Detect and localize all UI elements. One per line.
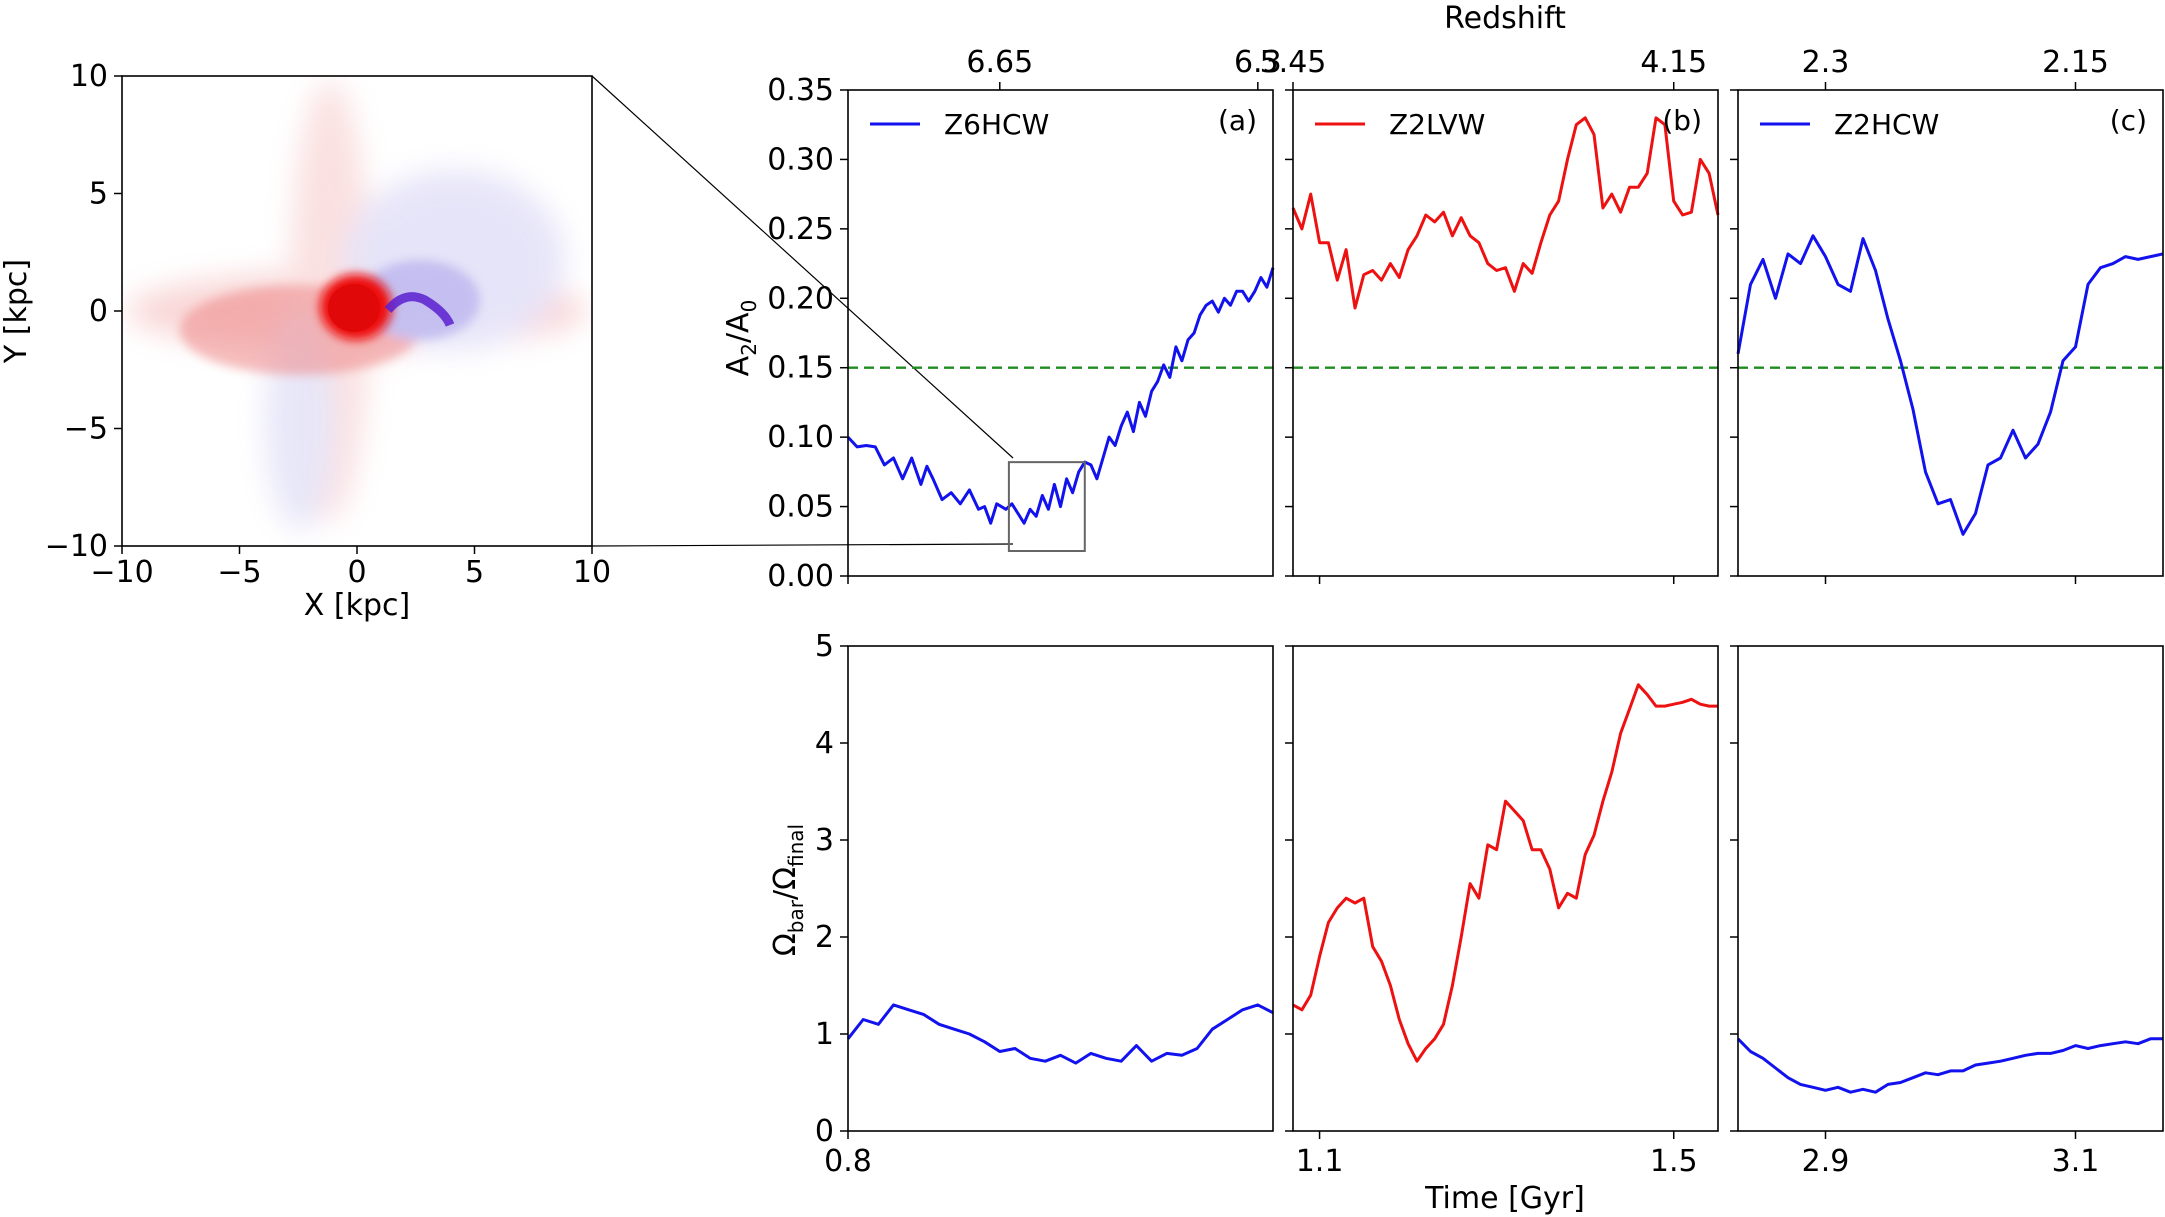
xtick-time-label: 1.1 — [1296, 1144, 1344, 1179]
map-xtick-label: 0 — [347, 555, 366, 590]
ytick-bottom-label: 2 — [815, 920, 834, 955]
zoom-box — [1007, 461, 1086, 553]
series-a2a0-Z2LVW — [1291, 116, 1720, 310]
redshift-tick-label: 6.65 — [966, 45, 1033, 80]
axes-frame-bottom-c — [1737, 645, 2164, 1132]
map-ytick-label: 5 — [89, 177, 108, 212]
ytick-top-label: 0.05 — [767, 490, 834, 525]
zoom-connector-upper — [591, 75, 1014, 459]
axes-frame-bottom-b — [1292, 645, 1719, 1132]
zoom-connector-lower — [591, 543, 1014, 547]
series-omega-Z6HCW — [846, 1003, 1274, 1065]
map-ytick-label: −10 — [45, 529, 108, 564]
series-a2a0-Z6HCW — [846, 267, 1275, 525]
map-xtick-label: −5 — [217, 555, 261, 590]
axes-frame-top-b — [1292, 89, 1719, 577]
ytick-bottom-label: 4 — [815, 726, 834, 761]
bottom-ylabel-sub-bar: bar — [784, 899, 808, 933]
redshift-axis-label: Redshift — [1444, 1, 1566, 36]
map-xtick-label: −10 — [90, 555, 153, 590]
axes-frame-bottom-a — [847, 645, 1274, 1132]
legend-label-Z2LVW: Z2LVW — [1389, 108, 1485, 141]
line-panels: 0.00 0.05 0.10 0.15 0.20 0.25 0.30 0.35 0 1 2 3 4 5 0.… — [767, 45, 2164, 1179]
ytick-top-label: 0.30 — [767, 142, 834, 177]
ytick-bottom-label: 3 — [815, 823, 834, 858]
xtick-time-label: 2.9 — [1802, 1144, 1850, 1179]
redshift-tick-label: 2.3 — [1802, 45, 1850, 80]
map-xtick-label: 5 — [465, 555, 484, 590]
panel-tag-b: (b) — [1662, 104, 1702, 137]
top-ylabel: A2/A0 — [721, 300, 761, 377]
ytick-top-label: 0.10 — [767, 420, 834, 455]
panel-b: 1.1 1.5 5.45 4.15 Z2LVW (b) — [1260, 45, 1720, 1179]
redshift-tick-label: 4.15 — [1640, 45, 1707, 80]
panel-tag-c: (c) — [2110, 104, 2147, 137]
series-omega-Z2HCW — [1736, 1037, 2163, 1094]
series-a2a0-Z2HCW — [1736, 234, 2164, 536]
axes-frame-top-c — [1737, 89, 2164, 577]
map-xtick-label: 10 — [573, 555, 611, 590]
axes-frame-top-a — [847, 89, 1274, 577]
top-ylabel-slash: /A — [721, 312, 756, 343]
ytick-top-label: 0.20 — [767, 281, 834, 316]
ytick-top-label: 0.35 — [767, 73, 834, 108]
ytick-bottom-label: 0 — [815, 1114, 834, 1149]
top-ylabel-sub-0: 0 — [737, 300, 761, 313]
xtick-time-label: 3.1 — [2052, 1144, 2100, 1179]
redshift-tick-label: 6.3 — [1234, 45, 1282, 80]
top-ylabel-sub-2: 2 — [737, 343, 761, 356]
density-map-ylabel: Y [kpc] — [0, 259, 34, 364]
redshift-tick-label: 2.15 — [2042, 45, 2109, 80]
redshift-tick-label: 5.45 — [1260, 45, 1327, 80]
density-map-xlabel: X [kpc] — [304, 588, 410, 623]
density-map-image — [122, 76, 592, 546]
ytick-top-label: 0.00 — [767, 559, 834, 594]
map-ytick-label: 10 — [70, 59, 108, 94]
xtick-time-label: 1.5 — [1650, 1144, 1698, 1179]
legend-label-Z6HCW: Z6HCW — [944, 108, 1049, 141]
map-ytick-label: 0 — [89, 294, 108, 329]
density-map-ticks: −10 −5 0 5 10 10 5 0 −5 −10 — [45, 59, 611, 590]
panel-c: 2.9 3.1 2.3 2.15 Z2HCW (c) — [1730, 45, 2164, 1179]
bottom-ylabel-sub-final: final — [784, 824, 808, 867]
xtick-time-label: 0.8 — [824, 1144, 872, 1179]
bottom-ylabel: Ωbar/Ωfinal — [768, 824, 808, 956]
ytick-top-label: 0.15 — [767, 351, 834, 386]
panel-a: 0.00 0.05 0.10 0.15 0.20 0.25 0.30 0.35 0 1 2 3 4 5 0.… — [767, 45, 1281, 1179]
map-ytick-label: −5 — [64, 412, 108, 447]
ytick-bottom-label: 5 — [815, 629, 834, 664]
ytick-bottom-label: 1 — [815, 1017, 834, 1052]
panel-tag-a: (a) — [1218, 104, 1257, 137]
series-omega-Z2LVW — [1292, 683, 1718, 1063]
ytick-top-label: 0.25 — [767, 212, 834, 247]
bottom-ylabel-slash: /Ω — [768, 867, 803, 900]
time-axis-label: Time [Gyr] — [1424, 1181, 1585, 1216]
density-map-panel: −10 −5 0 5 10 10 5 0 −5 −10 X [kpc] Y [kpc] — [0, 59, 611, 623]
legend-label-Z2HCW: Z2HCW — [1834, 108, 1939, 141]
